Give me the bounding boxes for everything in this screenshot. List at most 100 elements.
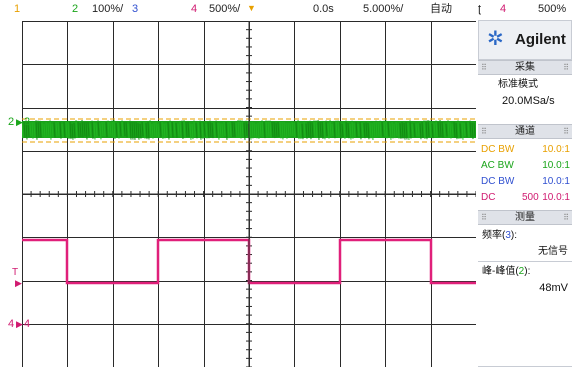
noise-stroke bbox=[99, 123, 102, 140]
noise-stroke bbox=[61, 123, 64, 138]
noise-stroke bbox=[345, 120, 348, 138]
noise-stroke bbox=[149, 120, 152, 138]
noise-stroke bbox=[193, 120, 196, 137]
noise-stroke bbox=[409, 120, 412, 139]
drag-handle-icon: ⠿ bbox=[481, 213, 487, 222]
noise-stroke bbox=[187, 121, 190, 137]
noise-stroke bbox=[153, 122, 156, 137]
noise-stroke bbox=[111, 120, 114, 138]
noise-stroke bbox=[169, 120, 172, 137]
measure-section-header[interactable]: ⠿ 测量 ⠿ bbox=[478, 210, 572, 225]
waveform-display[interactable] bbox=[22, 21, 476, 367]
noise-stroke bbox=[283, 121, 286, 138]
noise-stroke bbox=[75, 120, 78, 138]
noise-stroke bbox=[137, 123, 140, 140]
noise-stroke bbox=[431, 123, 434, 139]
measure-header-label: 测量 bbox=[515, 212, 535, 223]
noise-stroke bbox=[143, 122, 146, 139]
noise-stroke bbox=[77, 120, 80, 138]
ch3-indicator[interactable]: 3 bbox=[132, 3, 139, 15]
noise-stroke bbox=[91, 120, 94, 139]
trigger-level-marker[interactable]: T bbox=[12, 267, 19, 278]
noise-stroke bbox=[455, 123, 458, 140]
channel-row-2[interactable]: AC BW 10.0:1 bbox=[478, 159, 572, 173]
trigger-arrow-icon: ▶ bbox=[15, 278, 22, 288]
noise-stroke bbox=[181, 120, 184, 139]
noise-stroke bbox=[203, 122, 206, 137]
noise-stroke bbox=[369, 122, 372, 139]
noise-stroke bbox=[89, 123, 92, 138]
noise-stroke bbox=[381, 121, 384, 137]
noise-stroke bbox=[231, 121, 234, 138]
noise-stroke bbox=[447, 120, 450, 138]
noise-stroke bbox=[405, 121, 408, 140]
ch2-indicator[interactable]: 2 bbox=[72, 3, 79, 15]
noise-stroke bbox=[365, 122, 368, 138]
channel-coupling: AC BW bbox=[481, 160, 514, 171]
noise-stroke bbox=[459, 123, 462, 139]
noise-stroke bbox=[441, 121, 444, 138]
noise-stroke bbox=[299, 122, 302, 140]
noise-stroke bbox=[97, 120, 100, 137]
noise-stroke bbox=[209, 120, 212, 138]
channel-row-4[interactable]: DC 500 10.0:1 bbox=[478, 191, 572, 205]
noise-stroke bbox=[81, 119, 84, 138]
noise-stroke bbox=[325, 120, 328, 137]
channel-probe: 10.0:1 bbox=[542, 160, 570, 171]
ch2-ground-marker[interactable]: 2 bbox=[8, 116, 15, 128]
noise-stroke bbox=[59, 121, 62, 139]
sample-rate: 20.0MSa/s bbox=[502, 95, 555, 107]
noise-stroke bbox=[213, 122, 216, 138]
noise-stroke bbox=[117, 122, 120, 139]
noise-stroke bbox=[113, 120, 116, 140]
noise-stroke bbox=[173, 121, 176, 137]
ch1-indicator[interactable]: 1 bbox=[14, 3, 21, 15]
noise-stroke bbox=[43, 123, 46, 138]
noise-stroke bbox=[335, 120, 338, 138]
noise-stroke bbox=[329, 120, 332, 137]
channels-section-header[interactable]: ⠿ 通道 ⠿ bbox=[478, 124, 572, 139]
noise-stroke bbox=[33, 122, 36, 138]
noise-stroke bbox=[189, 123, 192, 140]
noise-stroke bbox=[367, 122, 370, 140]
noise-stroke bbox=[65, 121, 68, 138]
trigger-mode[interactable]: 自动 bbox=[430, 3, 452, 15]
acquire-section-header[interactable]: ⠿ 采集 ⠿ bbox=[478, 60, 572, 75]
noise-stroke bbox=[375, 120, 378, 138]
noise-stroke bbox=[439, 119, 442, 137]
noise-stroke bbox=[337, 120, 340, 139]
frequency-source: 3 bbox=[505, 230, 511, 241]
noise-stroke bbox=[55, 122, 58, 137]
noise-stroke bbox=[391, 121, 394, 139]
noise-stroke bbox=[131, 121, 134, 140]
noise-stroke bbox=[249, 122, 252, 140]
noise-stroke bbox=[221, 123, 224, 138]
noise-stroke bbox=[267, 120, 270, 137]
noise-stroke bbox=[449, 122, 452, 139]
ch2-scale: 100%/ bbox=[92, 3, 124, 15]
noise-stroke bbox=[31, 120, 34, 139]
channel-row-1[interactable]: DC BW 10.0:1 bbox=[478, 143, 572, 157]
noise-stroke bbox=[461, 122, 464, 140]
noise-stroke bbox=[279, 120, 282, 139]
noise-stroke bbox=[109, 122, 112, 137]
noise-stroke bbox=[361, 123, 364, 137]
channel-coupling: DC bbox=[481, 192, 496, 203]
noise-stroke bbox=[437, 121, 440, 138]
peak-to-peak-label-post: ): bbox=[524, 266, 531, 277]
noise-stroke bbox=[145, 122, 148, 140]
noise-stroke bbox=[357, 123, 360, 137]
noise-stroke bbox=[317, 119, 320, 140]
peak-to-peak-value: 48mV bbox=[539, 282, 568, 294]
noise-stroke bbox=[469, 120, 472, 138]
ch4-ground-marker[interactable]: 4 bbox=[8, 318, 15, 330]
noise-stroke bbox=[463, 122, 466, 137]
drag-handle-icon: ⠿ bbox=[563, 127, 569, 136]
channel-row-3[interactable]: DC BW 10.0:1 bbox=[478, 175, 572, 189]
noise-stroke bbox=[105, 120, 108, 138]
noise-stroke bbox=[183, 120, 186, 139]
noise-stroke bbox=[413, 123, 416, 138]
ch4-indicator[interactable]: 4 bbox=[191, 3, 198, 15]
frequency-label: 频率(3): bbox=[482, 230, 517, 242]
noise-stroke bbox=[45, 122, 48, 138]
